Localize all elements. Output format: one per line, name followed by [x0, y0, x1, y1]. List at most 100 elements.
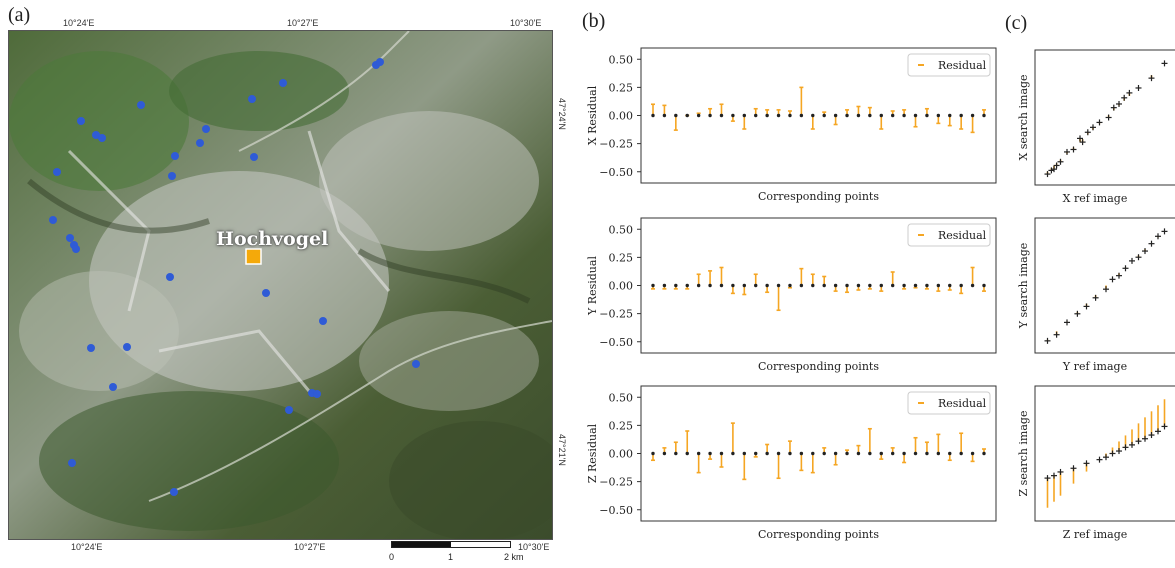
residual-point [868, 451, 872, 456]
x-axis-label: Corresponding points [758, 360, 879, 373]
residual-point [651, 283, 655, 288]
residual-point [833, 451, 838, 456]
plot-frame [1034, 217, 1175, 354]
panel-label-b: (b) [582, 10, 606, 32]
residual-point [776, 451, 781, 456]
y-axis-label: Z Residual [586, 423, 599, 483]
residual-point [822, 451, 826, 456]
hochvogel-marker [245, 248, 262, 265]
y-tick-label: −0.50 [599, 336, 633, 349]
residual-point [662, 283, 667, 288]
plot-frame [1034, 49, 1175, 186]
residual-point [754, 113, 758, 118]
residual-point [833, 113, 838, 118]
residual-point [811, 113, 815, 118]
residual-point [856, 451, 861, 456]
residual-point [719, 451, 724, 456]
residual-point [799, 283, 804, 288]
y-tick-label: 0.50 [609, 53, 634, 66]
residual-point [913, 283, 918, 288]
top-lon-tick: 10°30'E [510, 18, 542, 28]
top-lon-tick: 10°24'E [63, 18, 95, 28]
x-axis-label: Corresponding points [758, 528, 879, 541]
residual-point [742, 283, 747, 288]
residual-point [776, 283, 781, 288]
residual-point [936, 451, 941, 456]
residual-point [833, 283, 838, 288]
residual-point [982, 113, 986, 118]
legend-label: Residual [938, 59, 987, 72]
plot-frame [1034, 385, 1175, 522]
scale-bar [391, 541, 511, 548]
residual-point [799, 113, 804, 118]
legend-box [907, 53, 991, 77]
x-axis-label: Z ref image [1063, 528, 1128, 541]
residual-point [674, 113, 678, 118]
residual-point [708, 113, 712, 118]
y-tick-label: 0.25 [609, 81, 634, 94]
top-lon-tick: 10°27'E [287, 18, 319, 28]
residual-point [685, 283, 689, 288]
residual-point [925, 451, 929, 456]
residual-point [708, 283, 712, 288]
y-axis-label: Y search image [1017, 243, 1030, 330]
y-tick-label: −0.50 [599, 504, 633, 517]
residual-point [959, 451, 963, 456]
residual-point [913, 113, 918, 118]
residual-point [708, 451, 712, 456]
bottom-lon-tick: 10°24'E [71, 542, 103, 552]
y-tick-label: −0.50 [599, 166, 633, 179]
residual-point [731, 113, 735, 118]
map-svg [9, 31, 552, 539]
y-tick-label: 0.00 [609, 280, 634, 293]
residual-point [948, 113, 952, 118]
legend-box [907, 391, 991, 415]
legend-label: Residual [938, 229, 987, 242]
residual-point [925, 113, 929, 118]
y-axis-label: Y Residual [586, 256, 599, 316]
y-tick-label: −0.25 [599, 308, 633, 321]
residual-point [890, 451, 895, 456]
residual-point [845, 451, 849, 456]
y-tick-label: −0.25 [599, 476, 633, 489]
y-residual-chart: 0.50 0.25 0.00 −0.25 −0.50 Residual Correspond… [586, 217, 997, 373]
y-axis-label: X Residual [586, 85, 599, 145]
y-tick-label: 0.25 [609, 251, 634, 264]
legend-label: Residual [938, 397, 987, 410]
residual-point [879, 451, 883, 456]
scale-label: 1 [448, 552, 454, 562]
residual-point [879, 283, 883, 288]
residual-point [696, 451, 701, 456]
y-tick-label: 0.00 [609, 448, 634, 461]
residual-point [811, 283, 815, 288]
z-scatter-chart: Z ref image Z search image [1017, 385, 1175, 541]
z-residual-chart: 0.50 0.25 0.00 −0.25 −0.50 Residual Correspond… [586, 385, 997, 541]
residual-point [765, 283, 769, 288]
panel-label-a: (a) [8, 4, 31, 26]
residual-point [879, 113, 883, 118]
y-tick-label: 0.00 [609, 110, 634, 123]
residual-point [913, 451, 918, 456]
residual-point [970, 451, 975, 456]
y-tick-label: 0.50 [609, 223, 634, 236]
residual-point [936, 283, 941, 288]
residual-point [651, 113, 655, 118]
residual-point [685, 113, 689, 118]
residual-point [788, 113, 792, 118]
residual-point [765, 113, 769, 118]
residual-point [685, 451, 689, 456]
place-label: Hochvogel [216, 228, 329, 250]
residual-point [902, 113, 906, 118]
lat-tick: 47°24'N [557, 98, 567, 130]
residual-point [845, 113, 849, 118]
y-scatter-chart: Y ref image Y search image [1017, 217, 1175, 373]
lat-tick: 47°21'N [557, 434, 567, 466]
residual-point [765, 451, 769, 456]
y-tick-label: 0.25 [609, 419, 634, 432]
residual-point [696, 283, 701, 288]
residual-point [674, 451, 678, 456]
y-axis-label: X search image [1017, 74, 1030, 160]
bottom-lon-tick: 10°27'E [294, 542, 326, 552]
residual-point [742, 451, 747, 456]
residual-point [902, 451, 906, 456]
